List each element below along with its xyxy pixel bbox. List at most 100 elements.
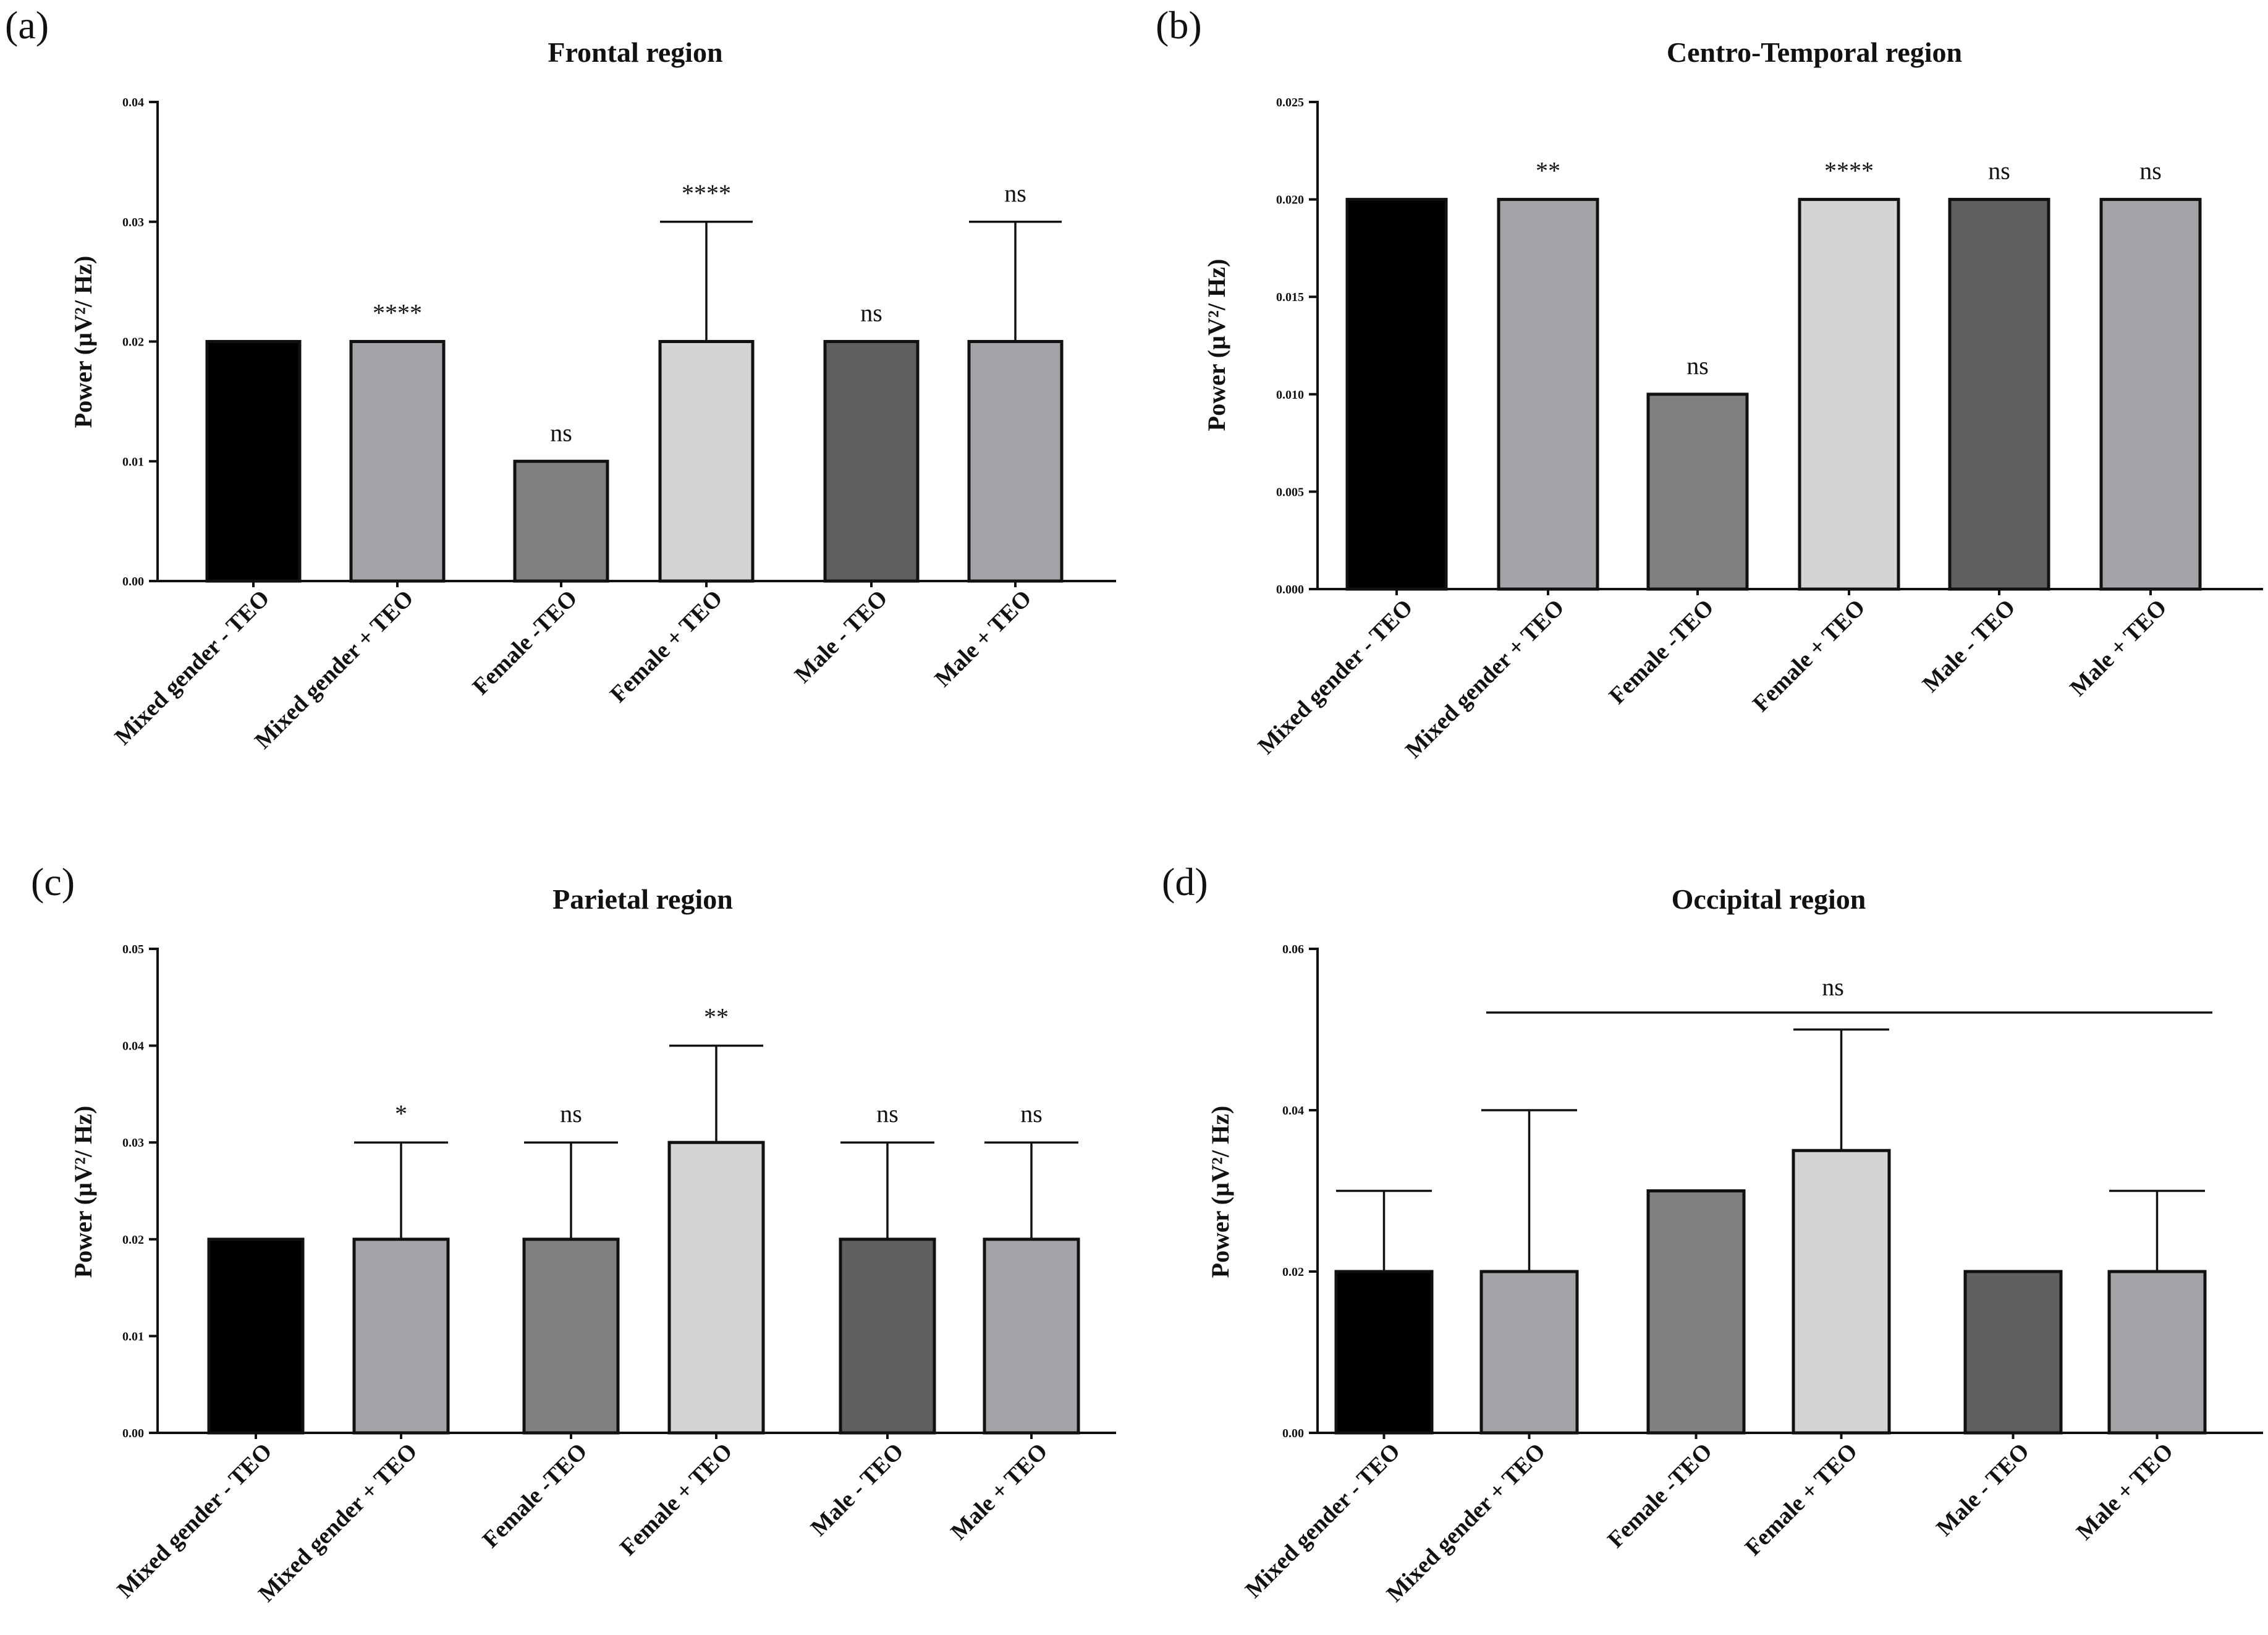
bar [205,340,302,583]
x-tick-label: Female -TEO [468,585,583,700]
x-tick-label: Male - TEO [806,1438,909,1542]
bar [667,1140,765,1435]
y-tick-label: 0.06 [1282,943,1304,956]
y-tick-label: 0.005 [1276,485,1304,499]
x-tick-label: Male - TEO [1918,595,2021,698]
y-tick-label: 0.03 [122,1136,144,1150]
bar [839,1238,936,1435]
y-tick-label: 0.00 [1282,1427,1304,1440]
chart-title: Occipital region [1672,883,1866,915]
y-tick-label: 0.025 [1276,96,1304,109]
bar [1948,198,2050,591]
x-tick-label: Male + TEO [929,585,1036,692]
significance-label: ns [860,299,882,327]
x-tick-label: Female + TEO [605,585,727,708]
panel-label: (c) [31,860,75,904]
significance-label: ns [1020,1100,1043,1128]
chart-title: Parietal region [552,883,733,915]
chart-panel: (b) Centro-Temporal region Power (µV²/ Hz)… [1156,3,2263,763]
bar [522,1238,620,1435]
x-tick-label: Male - TEO [790,585,893,689]
chart-title: Centro-Temporal region [1667,36,1962,68]
y-tick-label: 0.05 [122,943,144,956]
chart-panel: (a) Frontal region Power (µV²/ Hz) 0.00 0.01… [5,3,1116,754]
x-tick-label: Female -TEO [1604,595,1719,710]
y-tick-label: 0.01 [122,455,144,469]
bar [1497,198,1599,591]
bar [513,459,609,583]
y-tick-label: 0.04 [1282,1104,1304,1118]
x-tick-label: Female + TEO [1740,1438,1863,1561]
x-tick-label: Mixed gender - TEO [110,585,275,750]
bar [2107,1270,2207,1435]
significance-label: ** [704,1003,729,1031]
significance-label: * [395,1100,407,1128]
bar [1646,393,1749,591]
bar [967,340,1064,583]
y-tick-label: 0.04 [122,1040,144,1053]
chart-title: Frontal region [548,36,722,68]
bar [349,340,446,583]
x-tick-label: Male + TEO [2065,595,2172,702]
x-tick-label: Mixed gender - TEO [1253,595,1418,760]
y-tick-label: 0.02 [1282,1265,1304,1279]
y-tick-label: 0.015 [1276,291,1304,304]
y-tick-label: 0.000 [1276,583,1304,597]
x-tick-label: Male - TEO [1931,1438,2034,1542]
significance-label: **** [373,299,422,327]
chart-panel: (c) Parietal region Power (µV²/ Hz) 0.00 0.0… [31,860,1116,1607]
chart-panel: (d) Occipital region Power (µV²/ Hz) 0.00 0.… [1162,860,2263,1607]
bar [1345,198,1448,591]
y-axis-label: Power (µV²/ Hz) [1203,259,1230,431]
y-axis-label: Power (µV²/ Hz) [1206,1106,1234,1278]
y-tick-label: 0.04 [122,96,144,109]
x-tick-label: Male + TEO [946,1438,1052,1545]
x-tick-label: Female -TEO [478,1438,593,1553]
significance-label: ns [2139,157,2162,185]
x-tick-label: Mixed gender + TEO [1382,1438,1551,1607]
y-tick-label: 0.00 [122,575,144,588]
y-tick-label: 0.010 [1276,388,1304,402]
x-tick-label: Mixed gender - TEO [112,1438,277,1603]
bar [1479,1270,1579,1435]
bar [2099,198,2202,591]
bar [352,1238,450,1435]
x-tick-label: Female + TEO [1748,595,1870,717]
bar [1798,198,1900,591]
significance-label: **** [1824,157,1874,185]
significance-label: ns [1686,352,1709,380]
significance-label: ns [876,1100,899,1128]
panel-label: (a) [5,3,49,47]
significance-label: ns [560,1100,582,1128]
significance-label: ** [1536,157,1560,185]
bar [207,1238,305,1435]
bar [983,1238,1080,1435]
bar [823,340,920,583]
bar [1334,1270,1434,1435]
x-tick-label: Male + TEO [2071,1438,2178,1545]
panel-label: (b) [1156,3,1202,47]
x-tick-label: Mixed gender + TEO [250,585,418,754]
significance-label: ns [1988,157,2010,185]
y-tick-label: 0.020 [1276,193,1304,207]
bar [1646,1189,1746,1435]
y-tick-label: 0.02 [122,1233,144,1247]
significance-label: **** [682,179,731,207]
group-significance-label: ns [1822,973,1844,1001]
panel-label: (d) [1162,860,1208,904]
significance-label: ns [1004,179,1026,207]
x-tick-label: Mixed gender - TEO [1240,1438,1405,1603]
x-tick-label: Female -TEO [1602,1438,1717,1553]
y-axis-label: Power (µV²/ Hz) [69,1106,97,1278]
bar [658,340,755,583]
bar [1792,1149,1891,1435]
y-tick-label: 0.02 [122,336,144,349]
y-tick-label: 0.00 [122,1427,144,1440]
x-tick-label: Mixed gender + TEO [1400,595,1569,763]
bar [1963,1270,2063,1435]
y-tick-label: 0.03 [122,216,144,229]
x-tick-label: Mixed gender + TEO [253,1438,422,1607]
y-axis-label: Power (µV²/ Hz) [69,256,97,428]
significance-label: ns [550,418,572,446]
